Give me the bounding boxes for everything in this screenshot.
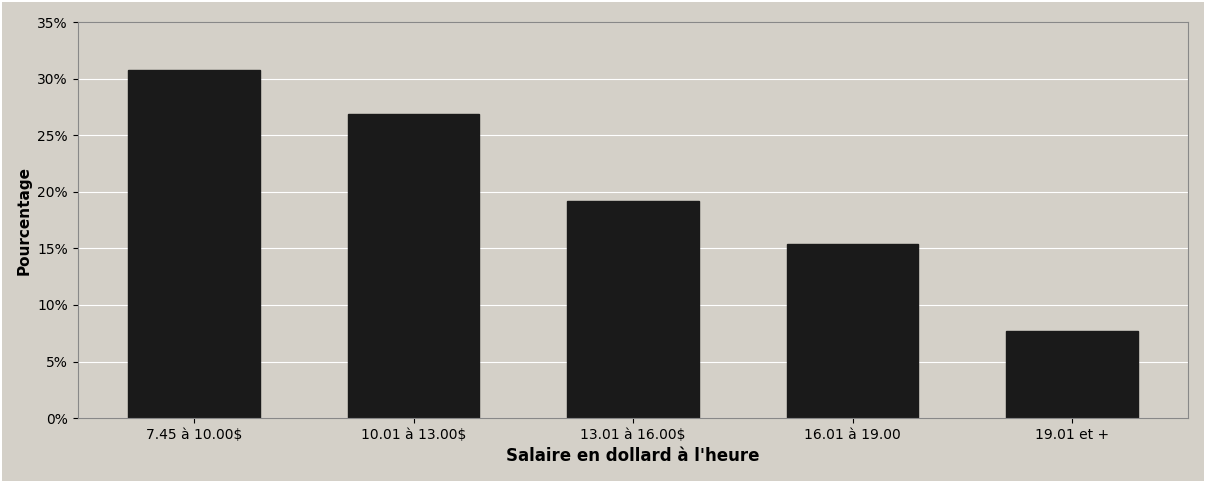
Bar bbox=[128, 70, 260, 418]
Bar bbox=[348, 114, 480, 418]
X-axis label: Salaire en dollard à l'heure: Salaire en dollard à l'heure bbox=[506, 447, 760, 465]
Y-axis label: Pourcentage: Pourcentage bbox=[17, 166, 31, 275]
Bar bbox=[1006, 331, 1138, 418]
Bar bbox=[787, 244, 918, 418]
Bar bbox=[568, 201, 699, 418]
